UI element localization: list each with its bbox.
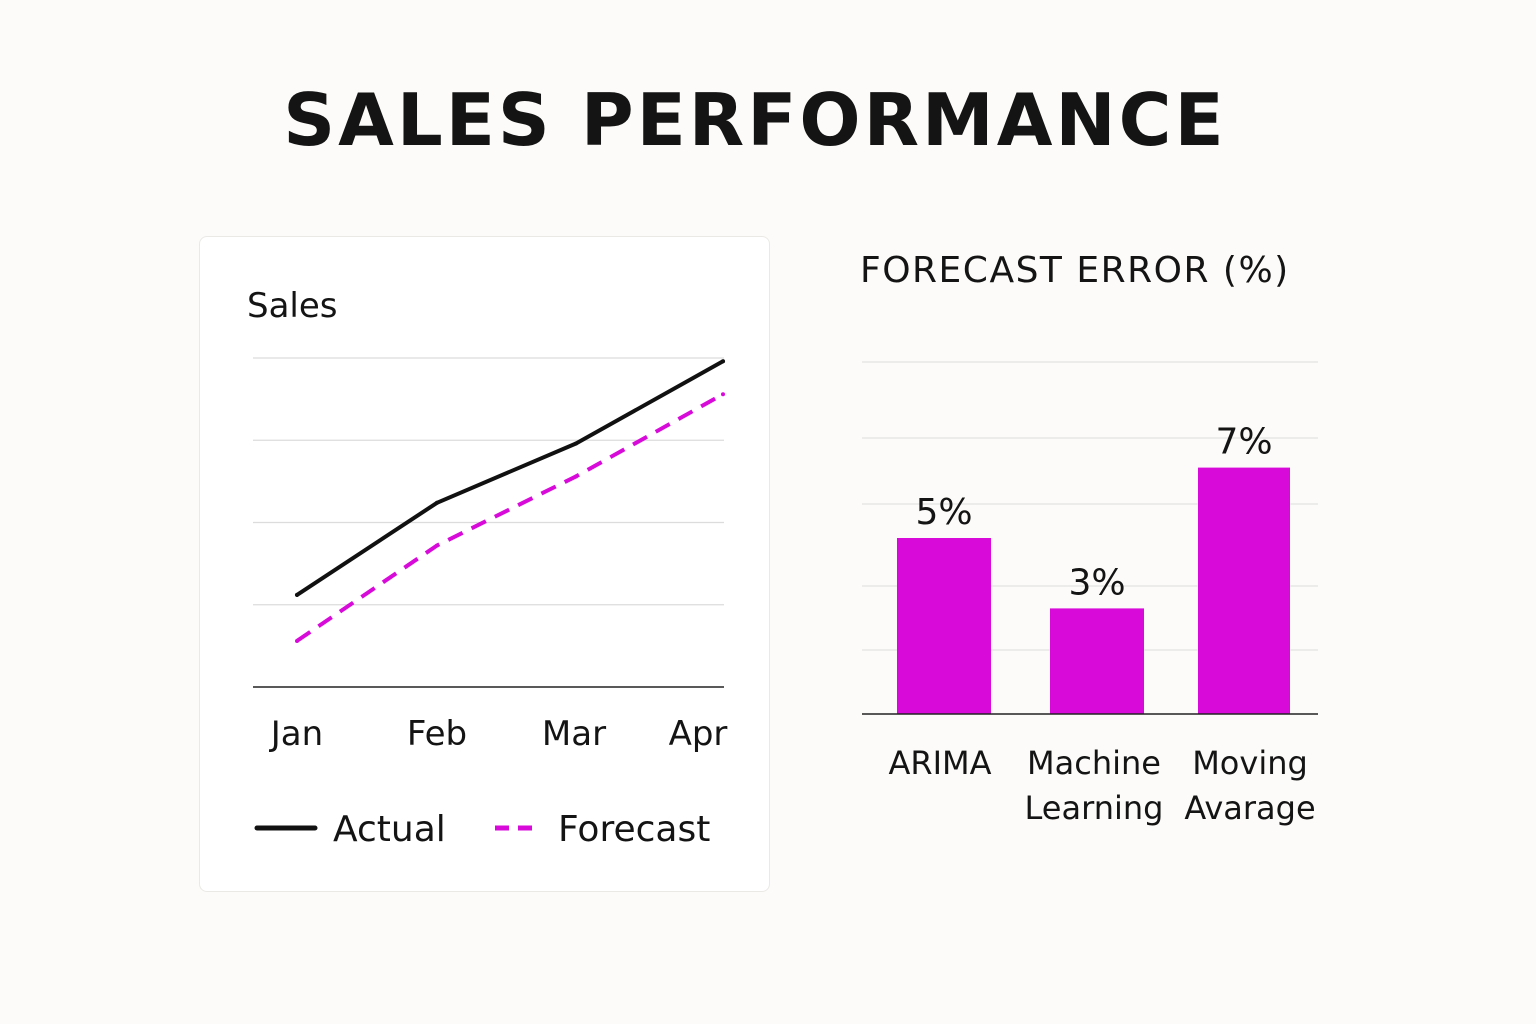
bar [1198,467,1290,714]
bar-data-label: 5% [915,492,972,533]
bar-category-label: Machine [1027,744,1161,782]
page-title: SALES PERFORMANCE [283,78,1227,162]
bar-category-label: ARIMA [888,744,991,782]
line-point-forecast [721,392,725,397]
line-series-actual [295,359,725,597]
line-chart-title: Sales [247,286,338,326]
bar-category-label: Avarage [1184,789,1315,827]
x-tick-label: Jan [269,714,323,754]
bar [1050,608,1144,714]
line-point-actual [435,500,439,505]
x-tick-label: Feb [407,714,467,754]
line-point-forecast [435,543,439,548]
line-point-actual [295,592,299,597]
line-point-forecast [295,638,299,643]
bar-category-label: Moving [1192,744,1308,782]
x-tick-label: Apr [669,714,728,754]
line-point-actual [721,359,725,364]
x-tick-label: Mar [542,714,606,754]
line-chart-card: Sales Jan Feb Mar Apr Actual Forecast [199,236,770,892]
bar-category-label: Learning [1025,789,1164,827]
line-point-forecast [574,474,578,479]
legend-label-actual: Actual [333,809,446,850]
line-series-forecast [295,392,724,643]
line-chart: Sales Jan Feb Mar Apr Actual Forecast [247,286,728,850]
legend-label-forecast: Forecast [558,809,710,850]
bar [897,538,991,714]
bar-chart-title: FORECAST ERROR (%) [860,250,1290,291]
bar-data-label: 7% [1215,422,1272,463]
bar-data-label: 3% [1068,562,1125,603]
line-point-actual [574,441,578,446]
